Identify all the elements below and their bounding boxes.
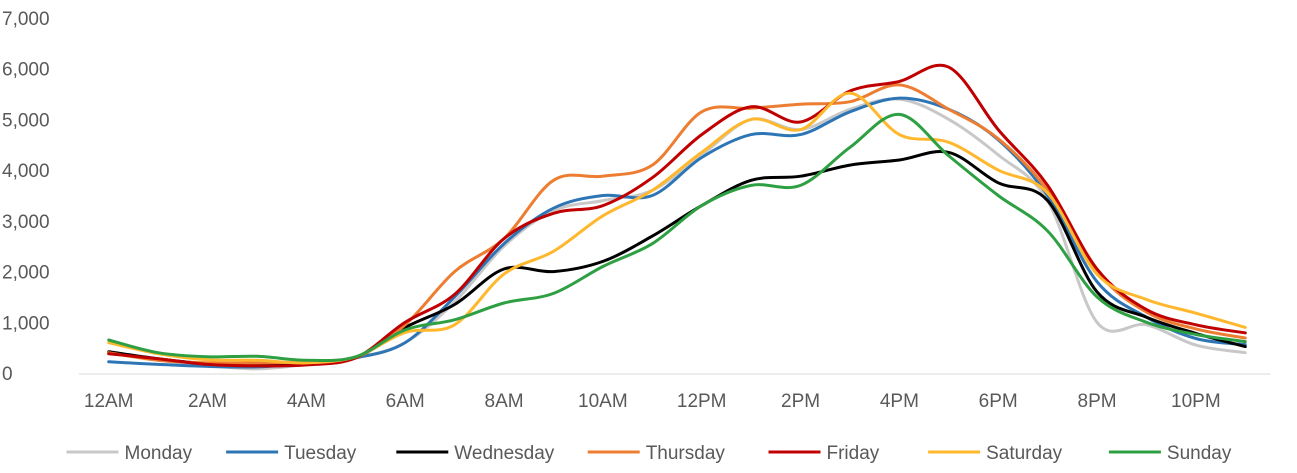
legend-item-thursday: Thursday [587, 443, 726, 464]
legend-item-monday: Monday [66, 443, 193, 464]
x-tick-label: 4AM [287, 391, 326, 412]
y-tick-label: 7,000 [2, 9, 50, 30]
series-line-sunday [107, 112, 1247, 363]
x-tick-label: 12AM [84, 391, 134, 412]
y-tick-label: 3,000 [2, 212, 50, 233]
x-tick-label: 10PM [1171, 391, 1221, 412]
x-tick-label: 6AM [386, 391, 425, 412]
legend-item-saturday: Saturday [928, 443, 1063, 464]
legend-item-friday: Friday [768, 443, 880, 464]
legend-label: Monday [125, 443, 193, 464]
x-tick-label: 2PM [781, 391, 820, 412]
x-tick-label: 2AM [188, 391, 227, 412]
legend: Monday Tuesday Wednesday Thursday Friday Satu… [66, 443, 1232, 464]
y-tick-label: 0 [2, 364, 13, 385]
legend-label: Saturday [986, 443, 1063, 464]
legend-label: Tuesday [284, 443, 357, 464]
legend-label: Friday [827, 443, 880, 464]
series-lines [107, 63, 1247, 371]
y-tick-label: 4,000 [2, 161, 50, 182]
x-tick-label: 10AM [578, 391, 628, 412]
y-tick-label: 5,000 [2, 110, 50, 131]
series-line-friday [107, 63, 1247, 368]
legend-item-tuesday: Tuesday [226, 443, 357, 464]
y-tick-label: 2,000 [2, 263, 50, 284]
x-tick-label: 4PM [880, 391, 919, 412]
legend-item-sunday: Sunday [1108, 443, 1232, 464]
y-tick-label: 6,000 [2, 60, 50, 81]
series-line-saturday [107, 91, 1247, 365]
series-line-wednesday [107, 150, 1247, 367]
x-tick-label: 6PM [979, 391, 1018, 412]
legend-label: Thursday [646, 443, 726, 464]
axes: 0 1,000 2,000 3,000 4,000 5,000 6,000 7,000 12AM… [2, 9, 1270, 412]
y-tick-label: 1,000 [2, 313, 50, 334]
x-tick-label: 12PM [677, 391, 727, 412]
legend-item-wednesday: Wednesday [396, 443, 555, 464]
x-tick-label: 8AM [485, 391, 524, 412]
legend-label: Sunday [1167, 443, 1232, 464]
legend-label: Wednesday [454, 443, 554, 464]
x-tick-label: 8PM [1078, 391, 1117, 412]
